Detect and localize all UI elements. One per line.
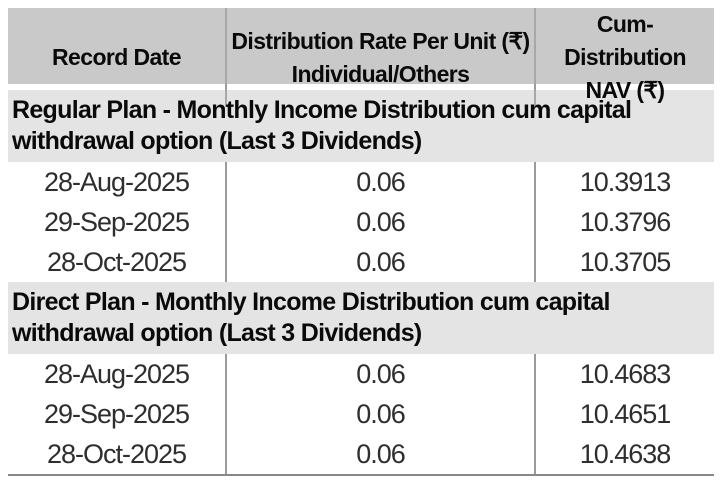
table-row: 28-Aug-2025 0.06 10.4683 xyxy=(8,354,714,394)
record-date-cell: 29-Sep-2025 xyxy=(43,206,190,237)
record-date-cell: 28-Oct-2025 xyxy=(46,438,187,469)
nav-cell: 10.4638 xyxy=(534,434,714,474)
header-record-date-label: Record Date xyxy=(52,44,181,70)
nav-cell: 10.3913 xyxy=(534,162,714,202)
rate-cell: 0.06 xyxy=(225,354,534,394)
nav-cell: 10.3796 xyxy=(534,202,714,242)
table-row: 28-Oct-2025 0.06 10.4638 xyxy=(8,434,714,474)
record-date-cell: 28-Oct-2025 xyxy=(46,246,187,277)
table-row: 29-Sep-2025 0.06 10.4651 xyxy=(8,394,714,434)
nav-cell: 10.4683 xyxy=(534,354,714,394)
table-row: 29-Sep-2025 0.06 10.3796 xyxy=(8,202,714,242)
record-date-cell: 28-Aug-2025 xyxy=(43,358,190,389)
record-date-cell: 28-Aug-2025 xyxy=(43,166,190,197)
header-rate-line2: Individual/Others xyxy=(291,60,470,87)
rate-cell: 0.06 xyxy=(225,434,534,474)
record-date-cell: 29-Sep-2025 xyxy=(43,398,190,429)
rate-cell: 0.06 xyxy=(225,394,534,434)
section-title: Regular Plan - Monthly Income Distributi… xyxy=(12,96,632,155)
table-row: 28-Aug-2025 0.06 10.3913 xyxy=(8,162,714,202)
section-title: Direct Plan - Monthly Income Distributio… xyxy=(12,288,610,347)
header-nav-line1: Cum-Distribution xyxy=(564,11,686,70)
dividend-history-table: Record Date Distribution Rate Per Unit (… xyxy=(8,8,714,476)
rate-cell: 0.06 xyxy=(225,202,534,242)
header-record-date: Record Date xyxy=(8,8,225,107)
header-distribution-rate: Distribution Rate Per Unit (₹) Individua… xyxy=(225,8,534,107)
table-header-row: Record Date Distribution Rate Per Unit (… xyxy=(8,8,714,107)
header-gap-row xyxy=(8,84,714,90)
nav-cell: 10.4651 xyxy=(534,394,714,434)
section-header-direct-plan: Direct Plan - Monthly Income Distributio… xyxy=(8,282,714,354)
rate-cell: 0.06 xyxy=(225,242,534,282)
header-nav-line2: NAV (₹) xyxy=(585,77,666,103)
section-header-regular-plan: Regular Plan - Monthly Income Distributi… xyxy=(8,90,714,162)
table-row: 28-Oct-2025 0.06 10.3705 xyxy=(8,242,714,282)
rate-cell: 0.06 xyxy=(225,162,534,202)
nav-cell: 10.3705 xyxy=(534,242,714,282)
header-rate-line1: Distribution Rate Per Unit (₹) xyxy=(231,27,530,54)
header-cum-distribution-nav: Cum-Distribution NAV (₹) xyxy=(534,8,714,107)
